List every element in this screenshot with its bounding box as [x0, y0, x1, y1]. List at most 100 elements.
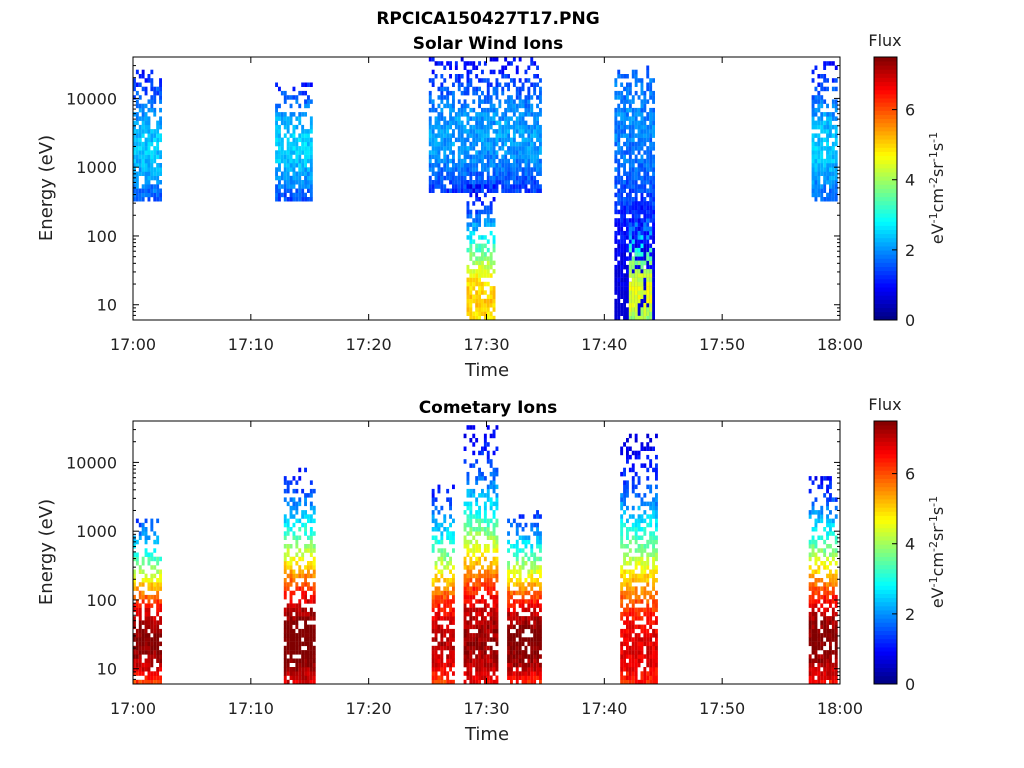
heatmap-cell [631, 624, 635, 630]
heatmap-cell [481, 637, 484, 642]
heatmap-cell [301, 163, 305, 168]
heatmap-cell [466, 565, 470, 570]
heatmap-cell [440, 573, 444, 579]
heatmap-cell [153, 565, 157, 570]
heatmap-cell [463, 65, 467, 70]
heatmap-cell [135, 146, 139, 151]
heatmap-cell [533, 620, 537, 625]
heatmap-cell [440, 99, 444, 104]
heatmap-cell [518, 154, 522, 160]
heatmap-cell [301, 150, 305, 155]
heatmap-cell [466, 74, 470, 79]
heatmap-cell [452, 95, 455, 100]
heatmap-cell [510, 616, 513, 621]
heatmap-cell [159, 90, 162, 96]
heatmap-cell [640, 654, 644, 659]
heatmap-cell [820, 99, 824, 104]
heatmap-cell [533, 616, 537, 621]
heatmap-cell [521, 556, 525, 562]
heatmap-cell [637, 112, 641, 117]
heatmap-cell [472, 641, 476, 647]
heatmap-cell [452, 116, 455, 121]
heatmap-cell [626, 82, 629, 87]
heatmap-cell [643, 637, 647, 642]
heatmap-cell [637, 260, 641, 266]
heatmap-cell [489, 120, 493, 126]
heatmap-cell [147, 662, 151, 668]
heatmap-cell [457, 150, 461, 155]
heatmap-cell [628, 116, 632, 121]
heatmap-cell [521, 539, 525, 545]
heatmap-cell [637, 158, 641, 164]
heatmap-cell [811, 175, 815, 181]
heatmap-cell [312, 531, 316, 536]
heatmap-cell [631, 137, 635, 143]
heatmap-cell [283, 586, 287, 591]
heatmap-cell [138, 624, 142, 630]
heatmap-cell [652, 569, 655, 574]
heatmap-cell [283, 637, 287, 642]
heatmap-cell [649, 201, 653, 206]
heatmap-cell [626, 624, 629, 630]
heatmap-cell [446, 578, 450, 583]
heatmap-cell [483, 315, 487, 321]
heatmap-cell [449, 569, 452, 574]
heatmap-cell [814, 645, 818, 651]
heatmap-cell [449, 74, 452, 79]
heatmap-cell [489, 252, 493, 257]
heatmap-cell [533, 120, 537, 126]
heatmap-cell [628, 158, 632, 164]
heatmap-cell [515, 658, 519, 663]
heatmap-cell [431, 501, 435, 507]
heatmap-cell [623, 252, 626, 257]
heatmap-cell [283, 124, 287, 130]
heatmap-cell [495, 628, 499, 634]
heatmap-cell [620, 535, 624, 540]
heatmap-cell [275, 129, 278, 134]
heatmap-cell [150, 150, 154, 155]
heatmap-cell [620, 205, 624, 210]
heatmap-cell [278, 124, 281, 130]
heatmap-cell [652, 167, 655, 172]
heatmap-cell [628, 633, 632, 638]
heatmap-cell [643, 611, 647, 617]
heatmap-cell [533, 641, 537, 647]
heatmap-cell [289, 112, 293, 117]
heatmap-cell [301, 667, 305, 672]
heatmap-cell [646, 611, 650, 617]
heatmap-cell [478, 510, 481, 515]
heatmap-cell [811, 116, 815, 121]
heatmap-cell [504, 74, 508, 79]
heatmap-cell [655, 603, 658, 608]
heatmap-cell [808, 637, 812, 642]
heatmap-cell [623, 197, 626, 202]
heatmap-cell [141, 150, 145, 155]
heatmap-cell [527, 535, 531, 540]
heatmap-cell [512, 133, 516, 138]
heatmap-cell [147, 107, 151, 113]
heatmap-cell [524, 107, 528, 113]
heatmap-cell [834, 65, 838, 70]
heatmap-cell [475, 184, 479, 189]
heatmap-cell [808, 671, 812, 676]
heatmap-cell [463, 671, 467, 676]
heatmap-cell [489, 180, 493, 185]
heatmap-cell [469, 505, 473, 511]
heatmap-cell [452, 175, 455, 181]
heatmap-cell [640, 599, 644, 604]
heatmap-cell [156, 637, 160, 642]
heatmap-cell [631, 269, 635, 274]
heatmap-cell [452, 616, 455, 621]
heatmap-cell [518, 133, 522, 138]
heatmap-cell [631, 679, 635, 685]
heatmap-cell [646, 218, 650, 223]
heatmap-cell [492, 243, 496, 249]
heatmap-cell [614, 273, 618, 278]
heatmap-cell [515, 116, 519, 121]
heatmap-cell [478, 654, 481, 659]
heatmap-cell [631, 650, 635, 655]
heatmap-cell [486, 294, 490, 299]
heatmap-cell [292, 667, 296, 672]
heatmap-cell [283, 531, 287, 536]
heatmap-cell [292, 112, 296, 117]
